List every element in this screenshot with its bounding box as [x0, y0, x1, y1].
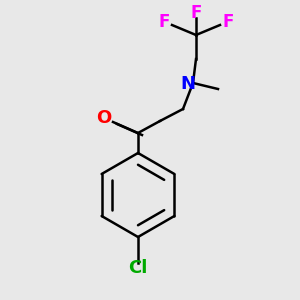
- Text: F: F: [158, 13, 170, 31]
- Text: O: O: [96, 109, 112, 127]
- Text: F: F: [190, 4, 202, 22]
- Text: F: F: [222, 13, 234, 31]
- Text: N: N: [181, 75, 196, 93]
- Text: Cl: Cl: [128, 259, 148, 277]
